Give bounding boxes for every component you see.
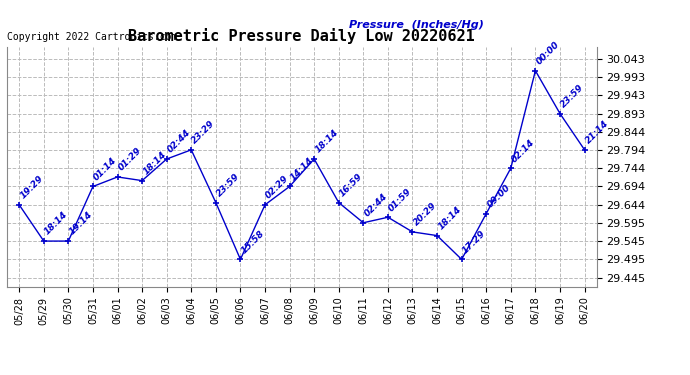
Text: 18:14: 18:14: [436, 205, 463, 231]
Text: 18:14: 18:14: [313, 128, 340, 155]
Text: 18:14: 18:14: [141, 150, 168, 177]
Text: 15:58: 15:58: [239, 229, 266, 255]
Text: 23:59: 23:59: [559, 83, 586, 110]
Text: 09:00: 09:00: [486, 183, 512, 209]
Text: 23:59: 23:59: [215, 172, 242, 198]
Text: 00:00: 00:00: [535, 40, 561, 66]
Text: 01:29: 01:29: [117, 146, 144, 173]
Text: 02:44: 02:44: [166, 128, 193, 155]
Text: 20:29: 20:29: [412, 201, 438, 228]
Text: 18:14: 18:14: [43, 210, 70, 237]
Text: 19:29: 19:29: [19, 174, 45, 201]
Text: 01:14: 01:14: [92, 156, 119, 182]
Text: Pressure  (Inches/Hg): Pressure (Inches/Hg): [349, 20, 484, 30]
Title: Barometric Pressure Daily Low 20220621: Barometric Pressure Daily Low 20220621: [128, 28, 475, 44]
Text: 17:29: 17:29: [461, 229, 487, 255]
Text: 16:59: 16:59: [338, 172, 364, 198]
Text: 02:14: 02:14: [510, 137, 537, 164]
Text: 19:14: 19:14: [68, 210, 94, 237]
Text: 02:29: 02:29: [264, 174, 290, 201]
Text: 21:14: 21:14: [584, 119, 611, 146]
Text: 14:14: 14:14: [289, 156, 315, 182]
Text: 01:59: 01:59: [387, 186, 414, 213]
Text: 23:29: 23:29: [190, 119, 217, 146]
Text: Copyright 2022 Cartronics.com: Copyright 2022 Cartronics.com: [7, 32, 177, 42]
Text: 02:44: 02:44: [362, 192, 389, 219]
